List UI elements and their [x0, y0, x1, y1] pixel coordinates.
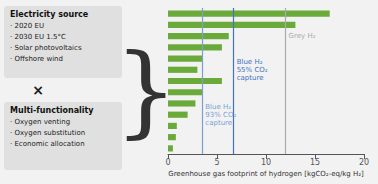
svg-text:0: 0 — [165, 158, 170, 167]
svg-text:93% CO₂: 93% CO₂ — [205, 111, 236, 119]
svg-text:55% CO₂: 55% CO₂ — [237, 66, 268, 74]
svg-text:· Oxygen venting: · Oxygen venting — [10, 118, 70, 126]
svg-text:· Offshore wind: · Offshore wind — [10, 55, 63, 63]
svg-text:Greenhouse gas footprint of hy: Greenhouse gas footprint of hydrogen [kg… — [168, 170, 364, 178]
svg-text:· 2020 EU: · 2020 EU — [10, 22, 44, 30]
svg-text:Electricity source: Electricity source — [10, 10, 89, 19]
svg-text:5: 5 — [214, 158, 219, 167]
svg-text:10: 10 — [261, 158, 271, 167]
svg-text:· Economic allocation: · Economic allocation — [10, 140, 85, 148]
svg-text:· 2030 EU 1.5°C: · 2030 EU 1.5°C — [10, 33, 66, 41]
svg-text:×: × — [32, 82, 44, 98]
svg-text:· Solar photovoltaics: · Solar photovoltaics — [10, 44, 82, 52]
svg-text:Grey H₂: Grey H₂ — [289, 32, 316, 40]
svg-text:Blue H₂: Blue H₂ — [237, 58, 263, 66]
svg-text:capture: capture — [205, 119, 232, 127]
svg-text:15: 15 — [310, 158, 320, 167]
svg-text:Blue H₂: Blue H₂ — [205, 103, 231, 111]
svg-text:20: 20 — [359, 158, 369, 167]
svg-text:Multi-functionality: Multi-functionality — [10, 106, 94, 115]
svg-text:capture: capture — [237, 74, 264, 82]
svg-text:· Oxygen substitution: · Oxygen substitution — [10, 129, 85, 137]
